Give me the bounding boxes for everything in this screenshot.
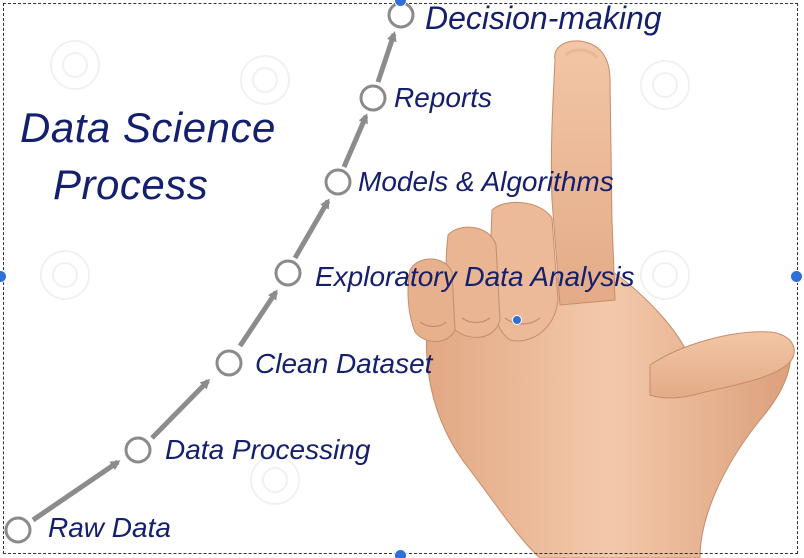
step-node	[274, 259, 302, 287]
rotation-handle[interactable]	[512, 315, 522, 325]
watermark-icon	[50, 40, 100, 90]
flow-arrow	[31, 459, 121, 523]
selection-handle-right[interactable]	[790, 270, 803, 283]
step-label-decision-making: Decision-making	[425, 0, 662, 36]
step-node	[124, 436, 152, 464]
flow-arrow	[292, 198, 331, 260]
step-label-data-processing: Data Processing	[165, 434, 371, 465]
step-label-exploratory-data-analysis: Exploratory Data Analysis	[315, 261, 635, 292]
step-label-models-algorithms: Models & Algorithms	[358, 166, 614, 197]
watermark-icon	[250, 455, 300, 505]
flow-arrow	[150, 378, 211, 440]
diagram-title-line-1: Data Science	[20, 104, 276, 151]
watermark-icon	[640, 250, 690, 300]
watermark-icon	[640, 60, 690, 110]
step-node	[324, 168, 352, 196]
flow-arrow	[375, 31, 397, 83]
step-node	[4, 516, 32, 544]
step-node	[215, 349, 243, 377]
step-label-raw-data: Raw Data	[48, 512, 171, 543]
flow-arrow	[341, 113, 369, 168]
selection-handle-bottom[interactable]	[394, 549, 407, 558]
diagram-title-line-2: Process	[53, 161, 209, 208]
step-node	[359, 84, 387, 112]
watermark-icon	[40, 250, 90, 300]
watermark-icon	[240, 55, 290, 105]
flow-arrow	[237, 289, 279, 348]
step-label-reports: Reports	[394, 82, 493, 113]
step-label-clean-dataset: Clean Dataset	[255, 348, 433, 379]
